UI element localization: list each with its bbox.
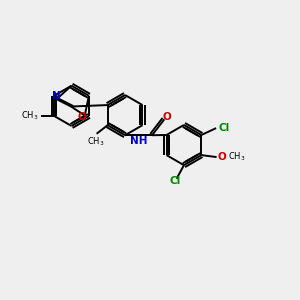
Text: O: O bbox=[162, 112, 171, 122]
Text: N: N bbox=[52, 91, 61, 101]
Text: O: O bbox=[77, 112, 86, 122]
Text: O: O bbox=[218, 152, 226, 162]
Text: CH$_3$: CH$_3$ bbox=[228, 151, 246, 163]
Text: NH: NH bbox=[130, 136, 147, 146]
Text: Cl: Cl bbox=[170, 176, 181, 186]
Text: CH$_3$: CH$_3$ bbox=[21, 110, 39, 122]
Text: CH$_3$: CH$_3$ bbox=[87, 136, 104, 148]
Text: Cl: Cl bbox=[218, 123, 229, 133]
